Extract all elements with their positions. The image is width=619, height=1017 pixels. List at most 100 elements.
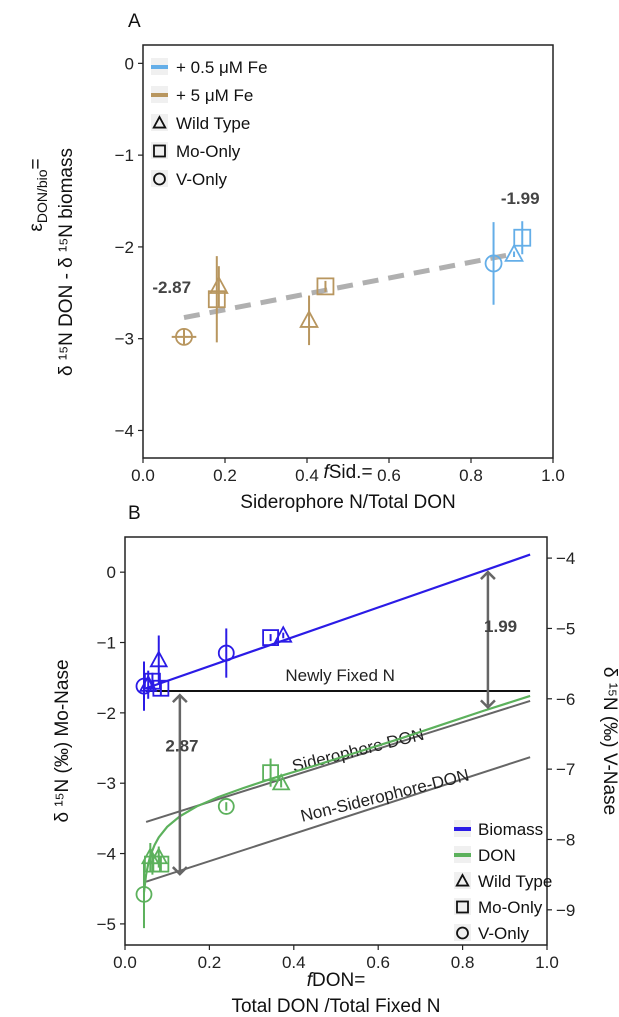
panel-a-legend-label: Wild Type [176,114,250,133]
panel-b-x-tick-label: 0.2 [198,953,222,972]
panel-b-legend-circle-icon [456,926,469,940]
panel-b-y-tick-label: −5 [97,915,116,934]
panel-b-y2-tick-label: −9 [556,901,575,920]
panel-a-x-tick-label: 1.0 [541,466,565,485]
panel-a-y-tick-label: −3 [115,330,134,349]
panel-b-y-label-left-group: δ ¹⁵N (‰) Mo-Nase [52,659,73,822]
panel-a-x-tick-label: 0.6 [377,466,401,485]
panel-a-y-label-main: δ ¹⁵N DON - δ ¹⁵N biomass [56,148,77,376]
panel-b-x-label-rest: DON= [312,970,365,991]
panel-b-x-ticks: 0.0 0.2 0.4 0.6 0.8 1.0 [113,945,559,972]
panel-b-y2-tick-label: −7 [556,760,575,779]
panel-b-legend-triangle-icon [455,873,470,887]
panel-a-x-label-line1: fSid.= [323,462,372,483]
panel-a-y-label-main-group: δ ¹⁵N DON - δ ¹⁵N biomass [56,148,77,376]
panel-a-legend-label: V-Only [176,170,228,189]
panel-a-point-square [513,228,532,247]
panel-b-point-square [262,764,279,782]
panel-b-point-triangle [273,625,293,643]
panel-b-legend-label: Wild Type [478,872,552,891]
panel-b-arrow-head [171,693,188,704]
panel-a-trend-line [183,251,513,321]
panel-b-annotation: 2.87 [165,737,198,756]
panel-a-annotation: -1.99 [501,189,540,208]
panel-b-marks: Newly Fixed N Siderophore DONNon-Sideroph… [135,553,531,929]
panel-a-point-circle [175,327,193,346]
panel-b-point-circle [217,798,235,815]
panel-a-x-ticks: 0.0 0.2 0.4 0.6 0.8 1.0 [131,458,565,485]
panel-b-point-triangle [149,649,169,668]
panel-b-y-tick-label: −3 [97,774,116,793]
panel-b-model-line [145,756,531,883]
panel-b-letter: B [128,503,141,524]
panel-b-legend: Biomass DON Wild Type Mo-Only V-Only [454,820,552,943]
panel-a-legend-circle-icon [153,172,166,186]
panel-b-y-label-right: δ ¹⁵N (‰) V-Nase [599,667,619,815]
panel-a-x-label-prefix: f [323,462,330,483]
panel-b-arrow-head [480,699,496,710]
panel-a-y-tick-label: −4 [115,421,134,440]
panel-a-y-ticks: 0 −1 −2 −3 −4 [115,54,143,440]
panel-b-y-tick-label: 0 [107,563,116,582]
panel-b-y2-tick-label: −6 [556,690,575,709]
panel-b-legend-label: Biomass [478,820,543,839]
panel-b-x-tick-label: 0.4 [282,953,306,972]
panel-b-point-triangle [271,773,291,791]
panel-b-x-label-prefix: f [307,970,314,991]
panel-b-x-tick-label: 1.0 [535,953,559,972]
panel-a-plot-area [142,44,554,459]
panel-a-marks: -2.87 -1.99 [152,189,540,346]
panel-a-y-tick-label: 0 [125,54,134,73]
panel-b-x-tick-label: 0.8 [451,953,475,972]
panel-a-legend: + 0.5 μM Fe + 5 μM Fe Wild Type Mo-Only V-On… [151,58,268,189]
panel-a-legend-triangle-icon [152,115,167,129]
panel-b-arrow-head [480,570,496,580]
panel-b-line-label: Newly Fixed N [285,666,395,685]
panel-b-y-tick-label: −1 [97,634,116,653]
panel-a-y-tick-label: −1 [115,146,134,165]
panel-b-legend-label: V-Only [478,924,530,943]
panel-b-arrow-head [171,866,188,876]
panel-a: A 0.0 0.2 0.4 0.6 0.8 1.0 0 −1 −2 −3 −4 -2.87 -1.9… [26,11,565,513]
panel-b: B 0.0 0.2 0.4 0.6 0.8 1.0 0−1−2−3−4−5 −4−5−6−… [52,503,619,1017]
panel-a-y-label-eq: = [26,158,47,169]
panel-b-x-label-line2: Total DON /Total Fixed N [231,996,440,1017]
panel-b-plot-area [124,536,548,946]
panel-b-annotation: 1.99 [484,617,517,636]
panel-b-biomass-line [145,553,531,690]
panel-a-x-label-rest: Sid.= [329,462,373,483]
panel-a-y-label-top: εDON/bio= [26,158,50,231]
panel-a-x-tick-label: 0.4 [295,466,319,485]
panel-a-point-triangle [504,243,524,262]
panel-a-x-tick-label: 0.8 [459,466,483,485]
panel-b-y-ticks: 0 −1 −2 −3 −4 −5 [97,563,125,934]
panel-a-point-circle [484,254,503,273]
panel-b-point-square [152,855,170,873]
panel-a-y-label-sub: DON/bio [34,169,50,223]
panel-a-x-tick-label: 0.0 [131,466,155,485]
panel-b-x-tick-label: 0.0 [113,953,137,972]
panel-a-x-tick-label: 0.2 [213,466,237,485]
panel-a-letter: A [128,11,141,32]
panel-a-point-triangle [208,275,229,294]
panel-a-annotation: -2.87 [152,278,191,297]
panel-b-y-label-right-group: δ ¹⁵N (‰) V-Nase [599,667,619,815]
panel-a-y-label-epsilon: ε [26,223,47,232]
panel-b-legend-label: Mo-Only [478,898,543,917]
panel-a-point-square [207,290,226,309]
panel-b-y2-tick-label: −4 [556,549,575,568]
panel-b-point-square [152,679,170,697]
panel-b-legend-square-icon [456,900,469,914]
panel-b-y-tick-label: −4 [97,845,116,864]
panel-a-x-label-line2: Siderophore N/Total DON [240,492,455,513]
panel-a-legend-label: + 0.5 μM Fe [176,58,268,77]
panel-b-y2-tick-label: −5 [556,619,575,638]
panel-b-y2-ticks: −4 −5 −6 −7 −8 −9 [547,549,575,920]
panel-a-legend-label: Mo-Only [176,142,241,161]
panel-b-x-label-line1: fDON= [307,970,366,991]
panel-a-y-tick-label: −2 [115,238,134,257]
panel-b-point-circle [135,885,153,903]
panel-a-y-label-top-group: εDON/bio= [26,158,50,231]
panel-a-point-triangle [299,309,319,328]
